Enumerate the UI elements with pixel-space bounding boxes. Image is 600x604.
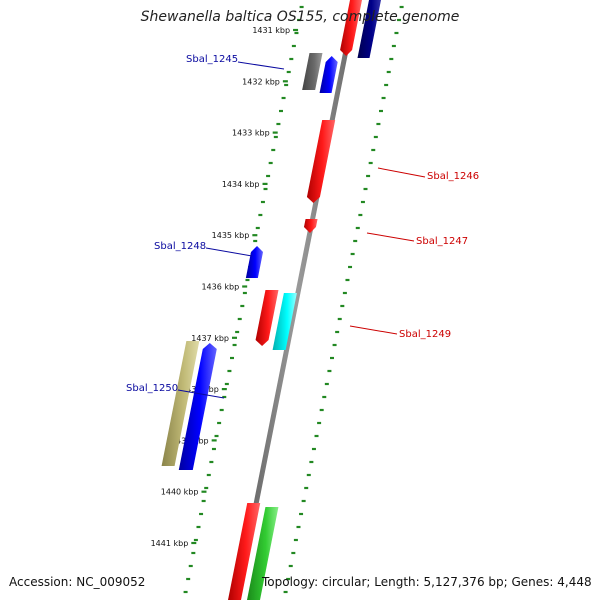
map-title: Shewanella baltica OS155, complete genom… xyxy=(140,9,460,25)
genome-backbone xyxy=(234,0,359,601)
gene-label: Sbal_1245 xyxy=(186,54,238,65)
gene-block-red-bottom xyxy=(228,503,261,600)
tick-track-right xyxy=(283,5,404,594)
kbp-label: 1431 kbp xyxy=(252,26,290,35)
gene-label-leader xyxy=(377,167,426,178)
gene-block-red xyxy=(340,0,362,56)
gene-block-sbal-1245-gray xyxy=(302,53,323,90)
accession-text: Accession: NC_009052 xyxy=(9,575,146,589)
gene-label: Sbal_1247 xyxy=(416,236,468,247)
gene-label: Sbal_1246 xyxy=(427,171,479,182)
gene-block-sbal-1246 xyxy=(306,120,336,203)
kbp-label: 1434 kbp xyxy=(222,180,260,189)
kbp-label: 1436 kbp xyxy=(201,283,239,292)
gene-block-sbal-1249 xyxy=(272,293,297,350)
gene-block-sbal-1249-red xyxy=(255,290,279,346)
gene-label: Sbal_1249 xyxy=(399,329,451,340)
gene-label-leader xyxy=(237,61,285,70)
gene-label-leader xyxy=(349,325,398,335)
gene-block-sbal-1245 xyxy=(319,56,338,93)
genome-summary-text: Topology: circular; Length: 5,127,376 bp… xyxy=(262,575,592,589)
gene-label-leaders xyxy=(177,61,426,399)
kbp-label: 1433 kbp xyxy=(232,129,270,138)
kbp-label: 1432 kbp xyxy=(242,77,280,86)
gene-block-sbal-1250 xyxy=(178,343,217,470)
gene-block-sbal-1250-olive xyxy=(161,341,200,466)
kbp-label: 1441 kbp xyxy=(151,539,189,548)
gene-label-leader xyxy=(366,232,415,242)
gene-block-sbal-1247 xyxy=(303,219,318,233)
gene-label: Sbal_1248 xyxy=(154,241,206,252)
gene-label: Sbal_1250 xyxy=(126,383,178,394)
gene-block-green-bottom xyxy=(247,507,279,600)
gene-label-leader xyxy=(205,247,253,257)
kbp-label: 1435 kbp xyxy=(212,231,250,240)
kbp-label: 1437 kbp xyxy=(191,334,229,343)
gene-features xyxy=(161,0,381,600)
tick-track-left xyxy=(183,5,304,594)
gene-label-texts: Sbal_1245 Sbal_1246 Sbal_1247 Sbal_1248 Sbal… xyxy=(126,54,479,394)
kbp-label: 1440 kbp xyxy=(161,488,199,497)
gene-block-navy xyxy=(357,0,381,58)
gene-block-sbal-1248 xyxy=(245,246,264,278)
gene-label-leader xyxy=(177,389,225,399)
kbp-scale-labels: 1431 kbp 1432 kbp 1433 kbp 1434 kbp 1435 kbp… xyxy=(151,26,299,548)
